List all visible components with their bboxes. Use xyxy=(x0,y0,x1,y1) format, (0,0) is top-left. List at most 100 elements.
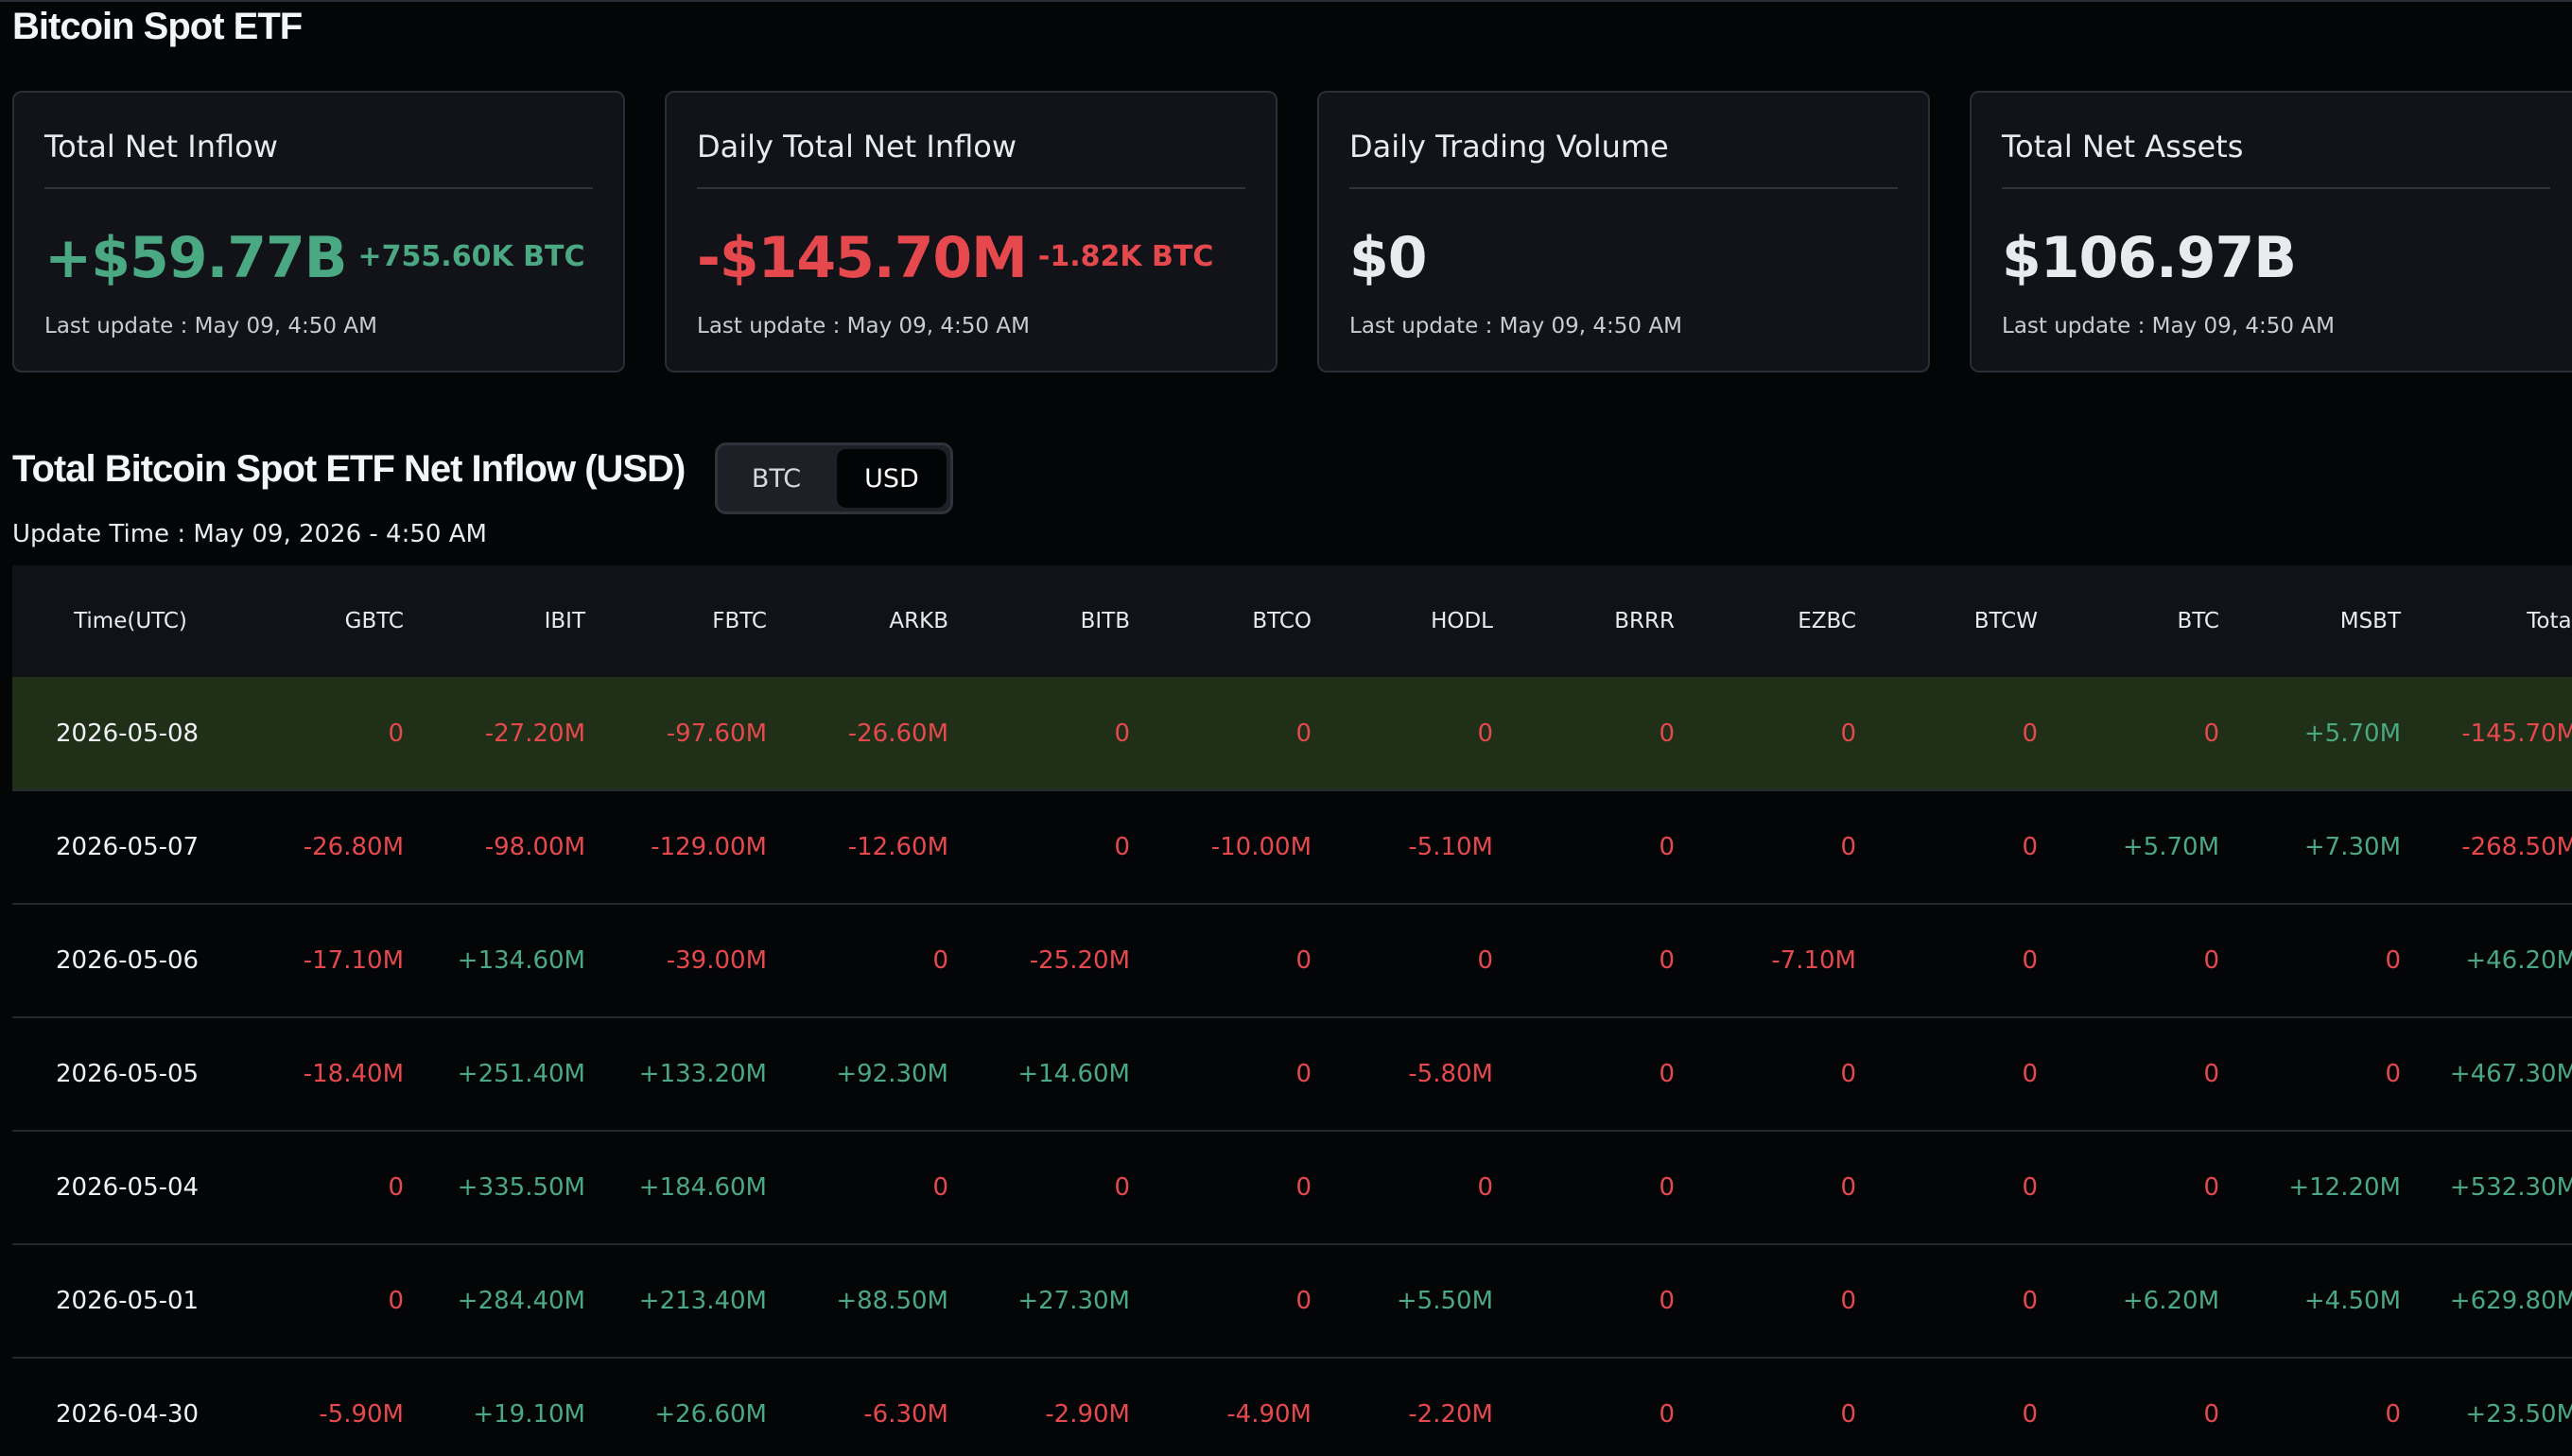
card-value: -$145.70M -1.82K BTC xyxy=(697,225,1213,291)
inflow-table-container[interactable]: Time(UTC) GBTC IBIT FBTC ARKB BITB BTCO HODL BRR… xyxy=(12,565,2572,1456)
value-cell: +467.30M xyxy=(2449,1060,2572,1088)
value-cell: 0 xyxy=(1295,1060,1312,1088)
column-header-btcw[interactable]: BTCW xyxy=(1973,609,2038,633)
value-cell: 0 xyxy=(932,1173,948,1202)
value-cell: +14.60M xyxy=(1017,1060,1130,1088)
table-header: Time(UTC) GBTC IBIT FBTC ARKB BITB BTCO HODL BRR… xyxy=(12,565,2572,677)
value-cell: +284.40M xyxy=(457,1287,585,1315)
column-header-ibit[interactable]: IBIT xyxy=(544,609,585,633)
value-cell: 0 xyxy=(2203,1060,2219,1088)
card-divider xyxy=(44,187,593,189)
value-cell: 0 xyxy=(2385,1400,2401,1429)
value-cell: +23.50M xyxy=(2465,1400,2572,1429)
value-cell: -268.50M xyxy=(2461,833,2572,861)
value-cell: 0 xyxy=(2022,1173,2038,1202)
value-cell: 0 xyxy=(1840,719,1856,748)
date-cell: 2026-05-05 xyxy=(56,1060,200,1088)
currency-toggle: BTC USD xyxy=(715,442,953,514)
table-row: 2026-05-07 -26.80M -98.00M -129.00M -12.60M 0… xyxy=(12,790,2572,904)
value-cell: 0 xyxy=(2203,946,2219,975)
value-cell: +5.70M xyxy=(2122,833,2219,861)
column-header-ezbc[interactable]: EZBC xyxy=(1798,609,1856,633)
value-cell: -10.00M xyxy=(1210,833,1312,861)
summary-cards: Total Net Inflow +$59.77B +755.60K BTC La… xyxy=(12,91,2572,376)
btc-toggle-button[interactable]: BTC xyxy=(721,449,831,508)
value-cell: -27.20M xyxy=(484,719,585,748)
value-cell: +26.60M xyxy=(654,1400,767,1429)
column-header-bitb[interactable]: BITB xyxy=(1080,609,1130,633)
card-btc-value: -1.82K BTC xyxy=(1037,240,1214,273)
card-value: $106.97B xyxy=(2002,225,2307,291)
value-cell: +5.50M xyxy=(1396,1287,1493,1315)
value-cell: -5.80M xyxy=(1408,1060,1493,1088)
card-last-update: Last update : May 09, 4:50 AM xyxy=(697,314,1030,338)
value-cell: -18.40M xyxy=(303,1060,404,1088)
card-title: Daily Trading Volume xyxy=(1349,129,1669,165)
value-cell: 0 xyxy=(1840,1173,1856,1202)
value-cell: 0 xyxy=(1114,1173,1130,1202)
card-divider xyxy=(697,187,1245,189)
value-cell: -39.00M xyxy=(666,946,767,975)
date-cell: 2026-05-06 xyxy=(56,946,200,975)
column-header-gbtc[interactable]: GBTC xyxy=(344,609,404,633)
column-header-time-utc[interactable]: Time(UTC) xyxy=(74,609,187,633)
column-header-btco[interactable]: BTCO xyxy=(1252,609,1312,633)
top-divider xyxy=(0,0,2572,2)
column-header-hodl[interactable]: HODL xyxy=(1431,609,1493,633)
value-cell: 0 xyxy=(2022,833,2038,861)
column-header-fbtc[interactable]: FBTC xyxy=(712,609,767,633)
value-cell: 0 xyxy=(1295,946,1312,975)
column-header-arkb[interactable]: ARKB xyxy=(889,609,948,633)
section-title: Total Bitcoin Spot ETF Net Inflow (USD) xyxy=(12,448,686,490)
value-cell: 0 xyxy=(1659,1173,1675,1202)
value-cell: -26.60M xyxy=(847,719,948,748)
card-main-value: +$59.77B xyxy=(44,225,348,291)
value-cell: -7.10M xyxy=(1771,946,1856,975)
value-cell: 0 xyxy=(1659,1060,1675,1088)
value-cell: 0 xyxy=(2022,946,2038,975)
value-cell: 0 xyxy=(1659,1400,1675,1429)
card-value: +$59.77B +755.60K BTC xyxy=(44,225,585,291)
value-cell: +134.60M xyxy=(457,946,585,975)
value-cell: -145.70M xyxy=(2461,719,2572,748)
value-cell: +12.20M xyxy=(2288,1173,2401,1202)
value-cell: -98.00M xyxy=(484,833,585,861)
value-cell: +6.20M xyxy=(2122,1287,2219,1315)
value-cell: +213.40M xyxy=(638,1287,767,1315)
value-cell: 0 xyxy=(2022,1400,2038,1429)
value-cell: 0 xyxy=(1295,1287,1312,1315)
value-cell: 0 xyxy=(1295,1173,1312,1202)
value-cell: 0 xyxy=(2385,1060,2401,1088)
date-cell: 2026-04-30 xyxy=(56,1400,200,1429)
page-title: Bitcoin Spot ETF xyxy=(12,6,303,47)
value-cell: +629.80M xyxy=(2449,1287,2572,1315)
column-header-btc[interactable]: BTC xyxy=(2177,609,2219,633)
value-cell: 0 xyxy=(1840,1400,1856,1429)
date-cell: 2026-05-04 xyxy=(56,1173,200,1202)
value-cell: 0 xyxy=(1659,719,1675,748)
card-divider xyxy=(1349,187,1898,189)
value-cell: +27.30M xyxy=(1017,1287,1130,1315)
column-header-msbt[interactable]: MSBT xyxy=(2339,609,2401,633)
value-cell: -5.90M xyxy=(319,1400,404,1429)
value-cell: 0 xyxy=(1114,719,1130,748)
value-cell: 0 xyxy=(1840,1287,1856,1315)
value-cell: 0 xyxy=(1840,1060,1856,1088)
value-cell: 0 xyxy=(388,719,404,748)
table-row: 2026-05-01 0 +284.40M +213.40M +88.50M +27.30… xyxy=(12,1244,2572,1358)
header-row: Time(UTC) GBTC IBIT FBTC ARKB BITB BTCO HODL BRR… xyxy=(12,565,2572,677)
value-cell: -97.60M xyxy=(666,719,767,748)
value-cell: -25.20M xyxy=(1029,946,1130,975)
card-main-value: $0 xyxy=(1349,225,1427,291)
card-total-net-assets: Total Net Assets $106.97B Last update : … xyxy=(1970,91,2572,373)
card-divider xyxy=(2002,187,2550,189)
value-cell: 0 xyxy=(388,1287,404,1315)
usd-toggle-button[interactable]: USD xyxy=(837,449,947,508)
value-cell: 0 xyxy=(2385,946,2401,975)
value-cell: +335.50M xyxy=(457,1173,585,1202)
value-cell: 0 xyxy=(932,946,948,975)
card-title: Total Net Inflow xyxy=(44,129,278,165)
column-header-total[interactable]: Total xyxy=(2527,609,2572,633)
column-header-brrr[interactable]: BRRR xyxy=(1614,609,1675,633)
